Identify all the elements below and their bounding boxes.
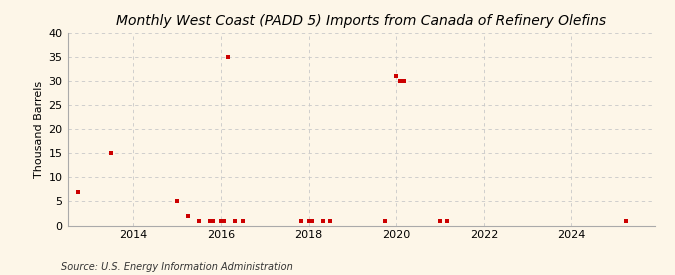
Point (380, 218, 391, 223)
Point (205, 218, 215, 223)
Point (183, 214, 194, 218)
Point (208, 218, 219, 223)
Text: Source: U.S. Energy Information Administration: Source: U.S. Energy Information Administ… (61, 262, 292, 272)
Point (194, 218, 205, 223)
Point (219, 218, 230, 223)
Point (171, 199, 182, 204)
Point (296, 218, 306, 223)
Point (215, 218, 226, 223)
Point (621, 218, 632, 223)
Point (318, 218, 329, 223)
Point (106, 151, 117, 155)
Y-axis label: Thousand Barrels: Thousand Barrels (34, 81, 45, 178)
Point (435, 218, 446, 223)
Point (325, 218, 336, 223)
Point (398, 79, 409, 83)
Point (303, 218, 314, 223)
Point (230, 218, 241, 223)
Point (73, 190, 84, 194)
Point (306, 218, 317, 223)
Point (391, 74, 402, 79)
Point (238, 218, 248, 223)
Point (442, 218, 453, 223)
Title: Monthly West Coast (PADD 5) Imports from Canada of Refinery Olefins: Monthly West Coast (PADD 5) Imports from… (116, 14, 606, 28)
Point (223, 55, 234, 59)
Point (394, 79, 405, 83)
